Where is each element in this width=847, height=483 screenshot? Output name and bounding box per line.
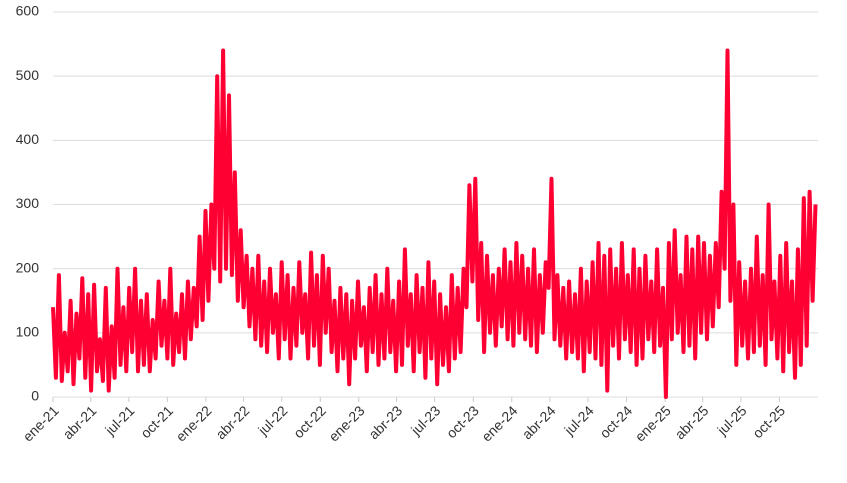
y-tick-label: 600 bbox=[16, 3, 40, 19]
x-tick-label: abr-25 bbox=[672, 402, 712, 442]
x-tick-label: ene-25 bbox=[632, 402, 674, 444]
y-tick-label: 200 bbox=[16, 259, 40, 275]
x-tick-label: oct-22 bbox=[290, 402, 329, 441]
x-tick-label: abr-24 bbox=[519, 402, 559, 442]
y-tick-label: 500 bbox=[16, 67, 40, 83]
x-tick-label: abr-23 bbox=[365, 402, 405, 442]
y-tick-label: 0 bbox=[31, 388, 39, 404]
x-tick-label: jul-24 bbox=[560, 402, 596, 438]
y-tick-label: 100 bbox=[16, 324, 40, 340]
x-tick-label: abr-21 bbox=[60, 402, 100, 442]
data-line bbox=[51, 48, 818, 399]
x-tick-label: jul-23 bbox=[407, 402, 443, 438]
x-tick-label: ene-23 bbox=[325, 402, 367, 444]
y-tick-label: 300 bbox=[16, 195, 40, 211]
y-tick-label: 400 bbox=[16, 131, 40, 147]
x-tick-label: oct-24 bbox=[596, 402, 635, 441]
x-tick-label: ene-22 bbox=[173, 402, 215, 444]
x-tick-label: jul-22 bbox=[254, 402, 290, 438]
x-tick-label: oct-23 bbox=[443, 402, 482, 441]
x-tick-label: jul-21 bbox=[101, 402, 137, 438]
x-tick-label: abr-22 bbox=[212, 402, 252, 442]
x-tick-label: ene-21 bbox=[20, 402, 62, 444]
x-tick-label: ene-24 bbox=[478, 402, 520, 444]
x-tick-label: oct-21 bbox=[137, 402, 176, 441]
x-tick-label: jul-25 bbox=[713, 402, 749, 438]
x-tick-label: oct-25 bbox=[749, 402, 788, 441]
